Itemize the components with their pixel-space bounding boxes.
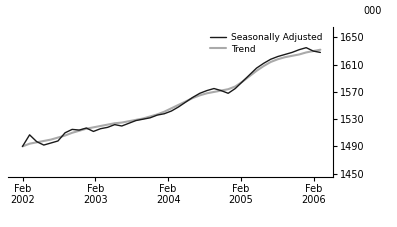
Trend (105, 123, 110, 126)
Line: Seasonally Adjusted: Seasonally Adjusted (23, 48, 320, 146)
Seasonally Adjusted (212, 87, 216, 90)
Seasonally Adjusted (204, 89, 209, 92)
Legend: Seasonally Adjusted, Trend: Seasonally Adjusted, Trend (210, 33, 322, 54)
Trend (27, 142, 32, 145)
Trend (297, 53, 301, 56)
Seasonally Adjusted (254, 67, 259, 69)
Trend (134, 118, 139, 121)
Seasonally Adjusted (148, 116, 152, 119)
Trend (190, 97, 195, 99)
Trend (183, 100, 188, 103)
Seasonally Adjusted (261, 62, 266, 65)
Seasonally Adjusted (233, 87, 238, 90)
Trend (98, 125, 103, 127)
Seasonally Adjusted (318, 51, 323, 54)
Seasonally Adjusted (141, 118, 145, 121)
Seasonally Adjusted (268, 58, 273, 61)
Seasonally Adjusted (304, 46, 308, 49)
Trend (276, 58, 280, 61)
Seasonally Adjusted (34, 140, 39, 143)
Trend (91, 126, 96, 129)
Seasonally Adjusted (276, 55, 280, 58)
Seasonally Adjusted (127, 122, 131, 125)
Trend (283, 56, 287, 59)
Seasonally Adjusted (48, 142, 53, 144)
Trend (112, 122, 117, 125)
Seasonally Adjusted (63, 131, 67, 134)
Seasonally Adjusted (219, 89, 224, 92)
Trend (254, 69, 259, 72)
Trend (63, 134, 67, 137)
Seasonally Adjusted (283, 53, 287, 56)
Seasonally Adjusted (134, 119, 139, 122)
Seasonally Adjusted (105, 126, 110, 129)
Text: 000: 000 (363, 6, 382, 16)
Trend (247, 75, 252, 78)
Trend (141, 117, 145, 120)
Trend (176, 104, 181, 106)
Trend (119, 121, 124, 124)
Seasonally Adjusted (27, 133, 32, 136)
Trend (197, 94, 202, 97)
Seasonally Adjusted (290, 51, 295, 54)
Trend (155, 113, 160, 116)
Trend (204, 92, 209, 95)
Trend (169, 107, 174, 110)
Trend (148, 115, 152, 118)
Trend (240, 80, 245, 83)
Seasonally Adjusted (155, 114, 160, 116)
Trend (226, 88, 231, 91)
Trend (304, 51, 308, 54)
Trend (56, 136, 60, 139)
Seasonally Adjusted (70, 128, 75, 131)
Trend (84, 127, 89, 130)
Seasonally Adjusted (41, 144, 46, 146)
Trend (261, 65, 266, 67)
Seasonally Adjusted (112, 123, 117, 126)
Seasonally Adjusted (20, 145, 25, 148)
Seasonally Adjusted (77, 129, 82, 131)
Seasonally Adjusted (91, 130, 96, 133)
Seasonally Adjusted (183, 101, 188, 104)
Trend (311, 50, 316, 52)
Trend (233, 85, 238, 88)
Seasonally Adjusted (297, 48, 301, 51)
Seasonally Adjusted (84, 127, 89, 129)
Seasonally Adjusted (240, 80, 245, 83)
Seasonally Adjusted (56, 140, 60, 142)
Trend (318, 48, 323, 51)
Trend (34, 141, 39, 144)
Seasonally Adjusted (311, 50, 316, 52)
Seasonally Adjusted (197, 92, 202, 95)
Seasonally Adjusted (190, 96, 195, 99)
Trend (48, 138, 53, 141)
Seasonally Adjusted (169, 110, 174, 112)
Line: Trend: Trend (23, 50, 320, 146)
Seasonally Adjusted (98, 127, 103, 130)
Seasonally Adjusted (176, 106, 181, 108)
Trend (290, 54, 295, 57)
Seasonally Adjusted (119, 125, 124, 127)
Trend (268, 61, 273, 63)
Trend (162, 110, 167, 113)
Trend (219, 89, 224, 92)
Seasonally Adjusted (226, 92, 231, 95)
Trend (127, 120, 131, 123)
Trend (212, 91, 216, 93)
Trend (70, 131, 75, 134)
Trend (41, 140, 46, 142)
Trend (20, 145, 25, 148)
Seasonally Adjusted (247, 74, 252, 76)
Seasonally Adjusted (162, 112, 167, 115)
Trend (77, 129, 82, 132)
